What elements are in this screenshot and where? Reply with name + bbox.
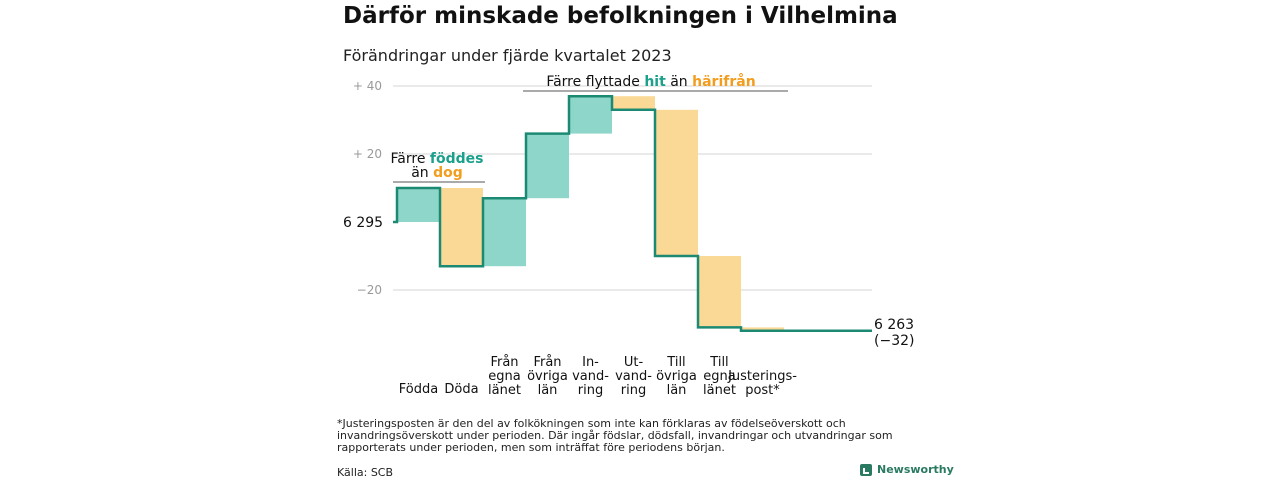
category-label: Från — [490, 355, 518, 370]
category-label: egna — [488, 369, 520, 384]
start-value-label: 6 295 — [343, 215, 383, 231]
births-annotation-line1: Färre föddes — [391, 151, 484, 167]
waterfall-bar — [655, 109, 698, 256]
y-tick-label: + 20 — [353, 147, 382, 161]
waterfall-bar — [741, 327, 784, 331]
category-label: egna — [703, 369, 735, 384]
brand-logo[interactable]: Newsworthy — [860, 463, 954, 476]
waterfall-bar — [612, 96, 655, 110]
brand-name: Newsworthy — [877, 463, 954, 476]
category-label: vand- — [572, 369, 609, 384]
births-annotation-line2: än dog — [411, 165, 463, 181]
category-label: län — [667, 383, 687, 398]
category-label: Till — [666, 355, 685, 370]
category-label: övriga — [527, 369, 568, 384]
waterfall-bar — [526, 133, 569, 199]
cumulative-step-line — [393, 94, 872, 333]
category-label: Från — [533, 355, 561, 370]
waterfall-bar — [698, 256, 741, 328]
category-label: In- — [582, 355, 599, 370]
end-change-label: (−32) — [874, 333, 914, 349]
chart-title: Därför minskade befolkningen i Vilhelmin… — [343, 3, 898, 29]
category-label: ring — [578, 383, 603, 398]
category-label: Födda — [399, 382, 438, 397]
category-label: Justerings- — [727, 369, 797, 384]
category-label: Ut- — [624, 355, 644, 370]
category-label: övriga — [656, 369, 697, 384]
footnote: *Justeringsposten är den del av folkökni… — [337, 417, 893, 454]
category-label: vand- — [615, 369, 652, 384]
migration-annotation: Färre flyttade hit än härifrån — [546, 73, 755, 90]
end-value-label: 6 263 — [874, 317, 914, 333]
newsworthy-icon — [860, 463, 872, 476]
category-label: länet — [703, 383, 736, 398]
source-label: Källa: SCB — [337, 466, 394, 479]
category-label: Döda — [444, 382, 478, 397]
waterfall-bar — [440, 188, 483, 267]
category-label: länet — [488, 383, 521, 398]
category-label: Till — [709, 355, 728, 370]
y-tick-label: −20 — [357, 283, 382, 297]
category-label: ring — [621, 383, 646, 398]
chart-subtitle: Förändringar under fjärde kvartalet 2023 — [343, 46, 672, 65]
y-tick-label: + 40 — [353, 79, 382, 93]
category-label: post* — [745, 383, 780, 398]
waterfall-bar — [483, 198, 526, 267]
waterfall-bar — [569, 96, 612, 134]
category-label: län — [538, 383, 558, 398]
waterfall-bar — [397, 188, 440, 222]
